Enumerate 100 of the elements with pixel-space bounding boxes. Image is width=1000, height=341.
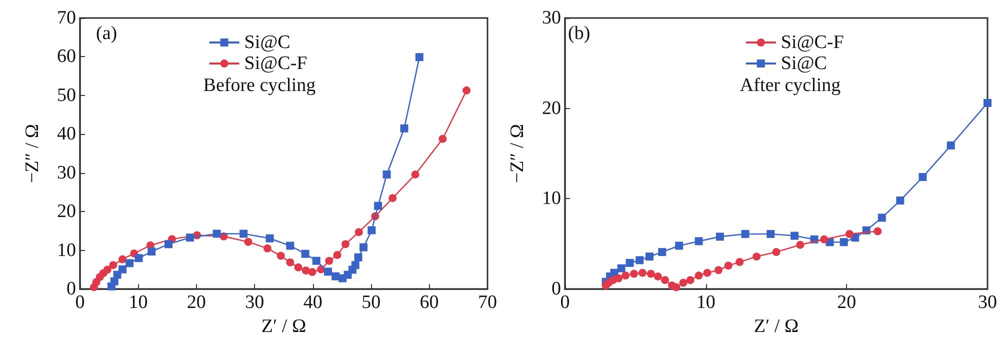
y-axis-title: −Z″ / Ω (507, 124, 528, 184)
point (646, 270, 655, 278)
x-tick-label: 30 (245, 292, 264, 314)
y-tick-label: 30 (57, 162, 76, 184)
point (351, 261, 360, 270)
point (125, 259, 134, 268)
x-tick-label: 20 (837, 292, 856, 314)
annotation: (b) (568, 23, 590, 44)
point (368, 226, 376, 234)
x-axis-title: Z′ / Ω (261, 316, 306, 337)
point (263, 244, 272, 252)
point (790, 232, 799, 240)
point (630, 270, 638, 278)
point (638, 268, 646, 277)
point (896, 196, 904, 205)
y-tick-label: 30 (542, 8, 561, 28)
point (212, 230, 221, 238)
point (766, 230, 775, 238)
x-tick-label: 70 (478, 292, 497, 314)
point (308, 268, 316, 276)
point (286, 258, 294, 266)
point (646, 252, 654, 261)
y-tick-label: 50 (57, 84, 76, 106)
point (675, 242, 684, 250)
point (716, 232, 724, 241)
point (694, 237, 703, 246)
point (724, 262, 732, 270)
point (164, 240, 172, 248)
x-tick-label: 60 (420, 292, 439, 314)
point (332, 272, 340, 280)
x-tick-label: 10 (696, 292, 716, 314)
point (614, 274, 623, 282)
point (324, 268, 332, 276)
point (388, 194, 397, 202)
point (736, 258, 744, 266)
point (360, 243, 368, 252)
point (354, 253, 362, 262)
y-tick-label: 20 (542, 98, 561, 119)
legend-label: Si@C (780, 53, 827, 74)
point (302, 266, 310, 275)
point (400, 124, 408, 132)
point (354, 228, 363, 236)
x-tick-label: 10 (128, 292, 148, 314)
point (312, 256, 320, 265)
point (244, 238, 252, 246)
point (672, 283, 680, 292)
point (415, 53, 424, 62)
x-axis-title: Z′ / Ω (754, 316, 799, 337)
point (840, 238, 848, 246)
point (694, 272, 703, 280)
point (820, 235, 828, 244)
point (325, 256, 334, 265)
point (984, 98, 992, 107)
point (294, 263, 302, 272)
point (118, 255, 126, 264)
legend-label: Si@C-F (244, 53, 308, 74)
point (186, 234, 194, 242)
point (658, 248, 666, 256)
point (626, 258, 634, 267)
point (679, 278, 688, 287)
point (109, 261, 118, 270)
x-tick-label: 20 (186, 292, 206, 314)
point (622, 272, 630, 280)
point (266, 234, 274, 242)
legend-label: Si@C (244, 32, 290, 53)
point (772, 248, 780, 256)
point (462, 86, 471, 94)
x-tick-label: 40 (303, 292, 322, 314)
y-tick-label: 0 (552, 278, 561, 300)
point (118, 265, 126, 274)
point (276, 252, 285, 260)
y-tick-label: 20 (57, 201, 76, 222)
annotation: Before cycling (203, 75, 316, 96)
annotation: (a) (96, 23, 118, 44)
point (703, 268, 712, 277)
point (341, 240, 350, 248)
legend-label: Si@C-F (780, 32, 844, 53)
point (845, 230, 854, 238)
y-tick-label: 10 (542, 188, 561, 210)
point (874, 227, 882, 236)
x-tick-label: 30 (978, 292, 997, 314)
point (240, 230, 248, 238)
y-tick-label: 0 (66, 278, 76, 300)
point (617, 264, 626, 272)
point (103, 266, 112, 274)
point (636, 256, 644, 264)
point (438, 134, 447, 143)
annotation: After cycling (740, 75, 842, 96)
y-axis-title: −Z″ / Ω (22, 124, 43, 184)
x-tick-label: 50 (362, 292, 381, 314)
point (148, 248, 156, 256)
point (796, 240, 804, 249)
point (654, 272, 662, 280)
point (411, 170, 420, 178)
point (333, 251, 342, 260)
y-tick-label: 60 (57, 46, 76, 68)
point (946, 141, 955, 150)
point (741, 230, 750, 238)
point (752, 252, 761, 261)
point (374, 202, 382, 210)
